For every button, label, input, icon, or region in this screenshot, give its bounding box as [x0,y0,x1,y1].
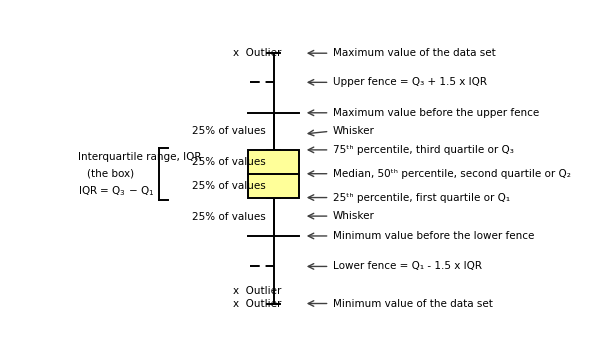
Text: x  Outlier: x Outlier [233,286,281,296]
Text: (the box): (the box) [87,169,134,179]
Text: Whisker: Whisker [333,211,374,221]
Text: x  Outlier: x Outlier [233,48,281,58]
Text: x  Outlier: x Outlier [233,299,281,309]
Text: 25% of values: 25% of values [192,212,266,222]
Text: IQR = Q$_3$ $-$ Q$_1$: IQR = Q$_3$ $-$ Q$_1$ [78,184,154,198]
Text: Lower fence = Q₁ - 1.5 x IQR: Lower fence = Q₁ - 1.5 x IQR [333,261,482,271]
Text: 25% of values: 25% of values [192,126,266,136]
Text: Whisker: Whisker [333,126,374,136]
Text: Minimum value before the lower fence: Minimum value before the lower fence [333,231,534,241]
Text: Interquartile range, IQR: Interquartile range, IQR [78,151,201,161]
Text: Median, 50ᵗʰ percentile, second quartile or Q₂: Median, 50ᵗʰ percentile, second quartile… [333,169,571,179]
Text: 25% of values: 25% of values [192,157,266,167]
Text: 25% of values: 25% of values [192,181,266,191]
Text: 25ᵗʰ percentile, first quartile or Q₁: 25ᵗʰ percentile, first quartile or Q₁ [333,193,510,203]
Text: Maximum value before the upper fence: Maximum value before the upper fence [333,108,539,118]
Bar [248,150,299,197]
Text: Maximum value of the data set: Maximum value of the data set [333,48,495,58]
Text: Minimum value of the data set: Minimum value of the data set [333,299,492,309]
Text: 75ᵗʰ percentile, third quartile or Q₃: 75ᵗʰ percentile, third quartile or Q₃ [333,145,514,155]
Text: Upper fence = Q₃ + 1.5 x IQR: Upper fence = Q₃ + 1.5 x IQR [333,77,487,87]
